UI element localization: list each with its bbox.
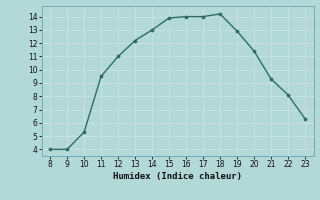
X-axis label: Humidex (Indice chaleur): Humidex (Indice chaleur) bbox=[113, 172, 242, 181]
